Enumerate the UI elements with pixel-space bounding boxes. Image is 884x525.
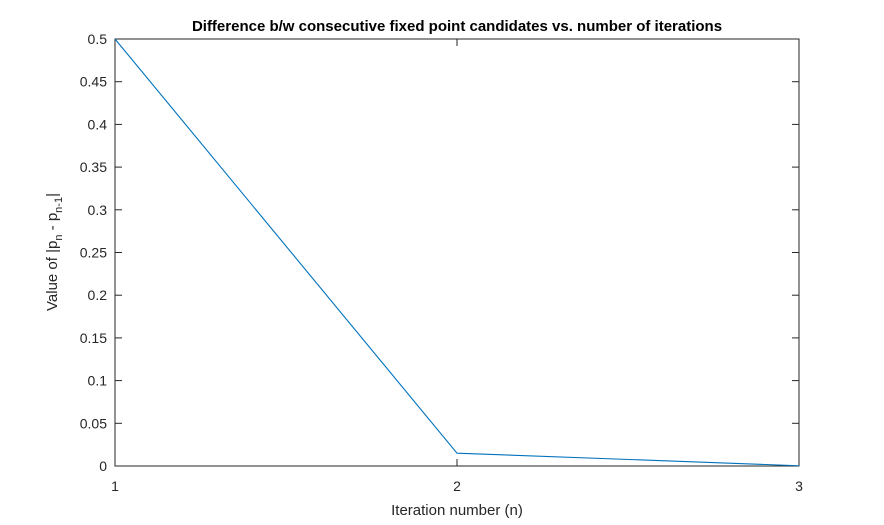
axes-box: [114, 38, 800, 467]
series-group: [114, 38, 800, 467]
y-tick-label: 0.05: [80, 415, 107, 431]
series-line: [114, 38, 800, 467]
x-axis-label: Iteration number (n): [391, 502, 523, 519]
y-tick-label: 0.45: [80, 74, 107, 90]
chart-title: Difference b/w consecutive fixed point c…: [192, 18, 722, 35]
y-tick-label: 0.35: [80, 159, 107, 175]
y-axis-label-subscript-n-minus-1: n-1: [53, 197, 65, 213]
y-axis-label-prefix: Value of |p: [44, 241, 61, 311]
y-axis-label: Value of |pn - pn-1|: [44, 193, 65, 311]
y-tick-label: 0: [99, 458, 107, 474]
y-tick-label: 0.1: [88, 373, 108, 389]
y-axis-label-middle: - p: [44, 213, 61, 235]
x-tick-label: 1: [111, 478, 119, 494]
y-tick-label: 0.15: [80, 330, 107, 346]
tick-labels: 0 0.05 0.1 0.15 0.2 0.25 0.3 0.35 0.4 0.45 0.5 1 2 3: [80, 31, 803, 494]
y-tick-label: 0.4: [88, 116, 108, 132]
y-tick-label: 0.5: [88, 31, 108, 47]
y-axis-label-subscript-n: n: [53, 235, 65, 241]
x-tick-label: 2: [453, 478, 461, 494]
plot-area: 0 0.05 0.1 0.15 0.2 0.25 0.3 0.35 0.4 0.45 0.5 1 2 3: [80, 31, 803, 494]
y-tick-label: 0.2: [88, 287, 108, 303]
y-tick-label: 0.25: [80, 245, 107, 261]
ticks: [114, 38, 800, 467]
x-tick-label: 3: [795, 478, 803, 494]
y-axis-label-suffix: |: [44, 193, 61, 197]
y-tick-label: 0.3: [88, 202, 108, 218]
